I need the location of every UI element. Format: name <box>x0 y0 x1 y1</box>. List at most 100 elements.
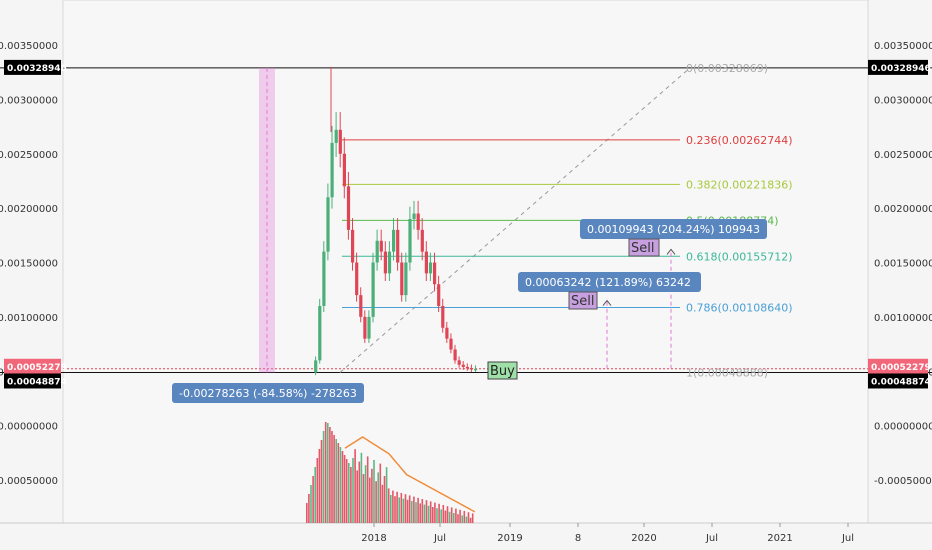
volume-bar <box>425 500 428 523</box>
volume-bar <box>318 449 321 523</box>
sell-tag-2 <box>628 238 660 257</box>
y-tick-left: 0.00300000 <box>0 95 58 106</box>
candle-body <box>469 367 474 370</box>
volume-bar <box>463 511 466 523</box>
candle-body <box>363 316 367 339</box>
y-tick-right: -0.00050000 <box>874 476 932 487</box>
volume-bar <box>459 509 461 523</box>
candle-body <box>359 295 363 317</box>
volume-bar <box>390 495 392 523</box>
volume-bar <box>438 503 440 523</box>
volume-bar <box>335 439 337 523</box>
x-tick-label: 2019 <box>497 533 522 544</box>
candle-body <box>314 360 318 373</box>
candle-body <box>465 366 469 369</box>
volume-bar <box>343 455 346 523</box>
volume-bar <box>387 488 390 523</box>
y-tick-right: 0.00150000 <box>874 259 932 270</box>
volume-bar <box>471 513 474 523</box>
y-tick-right: 0.00200000 <box>874 204 932 215</box>
volume-bar <box>366 456 369 523</box>
y-tick-left: 0.00150000 <box>0 259 58 270</box>
candle-body <box>338 129 342 154</box>
volume-bar <box>455 508 457 523</box>
volume-bar <box>385 467 388 523</box>
volume-bar <box>327 423 329 523</box>
candle-body <box>392 229 396 252</box>
volume-bar <box>333 435 335 523</box>
plot-area <box>62 0 869 524</box>
x-tick-label: 2018 <box>361 533 386 544</box>
candle-body <box>412 213 416 219</box>
volume-bar <box>417 497 419 523</box>
measure-text-1: 0.00109943 (204.24%) 109943 <box>587 223 760 236</box>
candle-body <box>342 153 346 187</box>
volume-bar <box>312 476 314 523</box>
candle-body <box>424 251 428 274</box>
fib-label-0.618: 0.618(0.00155712) <box>686 250 793 263</box>
volume-bar <box>446 506 449 523</box>
volume-bar <box>377 472 379 523</box>
candle-body <box>330 142 334 198</box>
candle-body <box>445 327 449 339</box>
price-tag-right <box>868 59 928 75</box>
y-tick-left: 0.00000000 <box>0 422 58 433</box>
volume-bar <box>339 447 342 523</box>
price-tag-text-right: 0.00048874 <box>871 377 931 387</box>
y-tick-right: 0.00100000 <box>874 313 932 324</box>
candle-body <box>322 251 326 306</box>
volume-bar <box>406 499 409 523</box>
candle-body <box>441 306 445 328</box>
volume-bar <box>373 460 375 523</box>
volume-bar <box>331 431 333 523</box>
candle-body <box>379 240 383 252</box>
volume-bar <box>350 467 352 523</box>
price-tag-text-right: 0.00328946 <box>871 64 931 74</box>
volume-bar <box>322 431 325 523</box>
price-tag-text-left: 0.00052279 <box>7 363 67 373</box>
volume-bar <box>310 485 312 523</box>
volume-bar <box>432 507 434 523</box>
sell-label-1: Sell <box>571 294 594 309</box>
x-tick-label: Jul <box>433 533 446 544</box>
volume-bar <box>314 467 316 523</box>
fib-label-0.236: 0.236(0.00262744) <box>686 134 793 147</box>
candle-body <box>474 368 478 371</box>
candle-body <box>437 284 441 306</box>
volume-bar <box>453 513 455 523</box>
candle-body <box>371 262 375 317</box>
buy-label: Buy <box>490 364 515 379</box>
volume-bar <box>381 484 384 523</box>
volume-bar <box>396 491 398 523</box>
candle-body <box>355 262 359 296</box>
volume-bar <box>469 517 472 523</box>
volume-bar <box>375 481 377 523</box>
y-tick-right: 0.00250000 <box>874 150 932 161</box>
candle-body <box>346 186 351 230</box>
volume-bar <box>442 505 445 523</box>
volume-bar <box>379 463 382 523</box>
volume-bar <box>360 452 363 523</box>
candle-body <box>404 262 408 296</box>
fib-label-1: 1(0.00048888) <box>686 366 768 379</box>
y-tick-right: 0.00300000 <box>874 95 932 106</box>
price-tag-right <box>868 358 928 374</box>
volume-bar <box>398 497 400 523</box>
volume-ma-line <box>344 436 476 513</box>
sell-label-2: Sell <box>631 241 654 256</box>
volume-bar <box>337 443 340 523</box>
volume-bar <box>306 503 308 523</box>
y-tick-left: 0.00100000 <box>0 313 58 324</box>
volume-bar <box>329 427 331 523</box>
volume-bar <box>421 499 424 523</box>
y-tick-left: 0.00200000 <box>0 204 58 215</box>
candle-body <box>318 306 322 361</box>
price-tag-left <box>4 358 61 374</box>
candle-body <box>326 197 330 252</box>
candle-body <box>387 251 392 274</box>
measure-box-2 <box>518 272 701 292</box>
candle-body <box>449 338 453 350</box>
price-tag-left <box>4 59 61 75</box>
date-range-highlight <box>259 67 275 373</box>
